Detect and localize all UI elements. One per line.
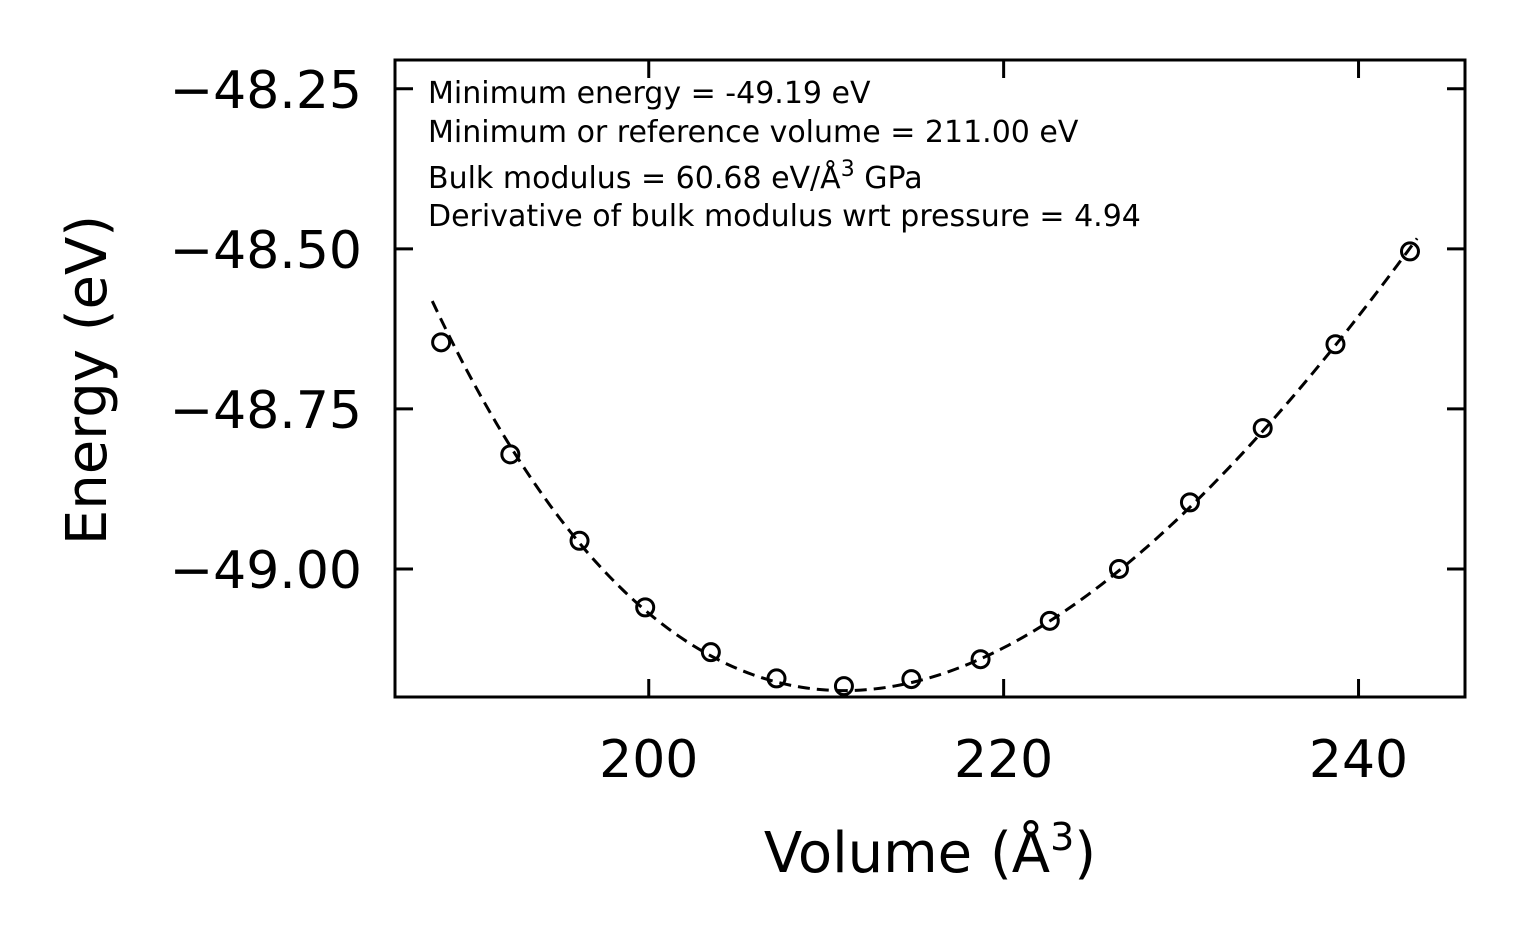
annotation-bulk-modulus-unit: GPa [855, 161, 923, 196]
data-point [1108, 558, 1129, 579]
x-tick-label: 240 [1309, 730, 1408, 790]
annotation-box: Minimum energy = -49.19 eV Minimum or re… [428, 76, 1141, 234]
annotation-min-energy: Minimum energy = -49.19 eV [428, 76, 871, 111]
data-point [500, 444, 521, 465]
data-point [700, 642, 721, 663]
x-axis-label-exponent: 3 [1050, 815, 1074, 859]
data-point [635, 597, 656, 618]
annotation-bulk-modulus-text: Bulk modulus = 60.68 eV/Å [428, 160, 841, 196]
data-point [970, 649, 991, 670]
x-tick-label: 220 [954, 730, 1053, 790]
data-points [431, 241, 1420, 697]
data-point [901, 669, 922, 690]
annotation-bulk-modulus-derivative: Derivative of bulk modulus wrt pressure … [428, 199, 1141, 234]
x-axis-label-text: Volume (Å [764, 820, 1050, 886]
x-tick-label: 200 [599, 730, 698, 790]
y-tick-label: −49.00 [170, 541, 362, 601]
data-point [1039, 610, 1060, 631]
data-point [1399, 241, 1420, 262]
annotation-bulk-modulus: Bulk modulus = 60.68 eV/Å3 GPa [428, 157, 923, 196]
axis-tick-labels: 200 220 240 −48.25 −48.50 −48.75 −49.00 [170, 61, 1409, 790]
data-point [1252, 418, 1273, 439]
annotation-min-volume: Minimum or reference volume = 211.00 eV [428, 115, 1079, 150]
data-point [833, 676, 854, 697]
fit-curve [430, 237, 1419, 693]
plot-area-frame [393, 58, 1467, 699]
data-point [569, 530, 590, 551]
data-point [431, 332, 452, 353]
axis-ticks [395, 60, 1465, 697]
y-tick-label: −48.75 [170, 381, 362, 441]
data-point [1325, 334, 1346, 355]
y-tick-label: −48.50 [170, 221, 362, 281]
y-axis-label: Energy (eV) [55, 215, 120, 545]
y-tick-label: −48.25 [170, 61, 362, 121]
x-axis-label-suffix: ) [1074, 821, 1096, 886]
annotation-bulk-modulus-exponent: 3 [841, 157, 855, 182]
data-point [1179, 492, 1200, 513]
data-point [766, 668, 787, 689]
x-axis-label: Volume (Å3) [764, 815, 1096, 886]
